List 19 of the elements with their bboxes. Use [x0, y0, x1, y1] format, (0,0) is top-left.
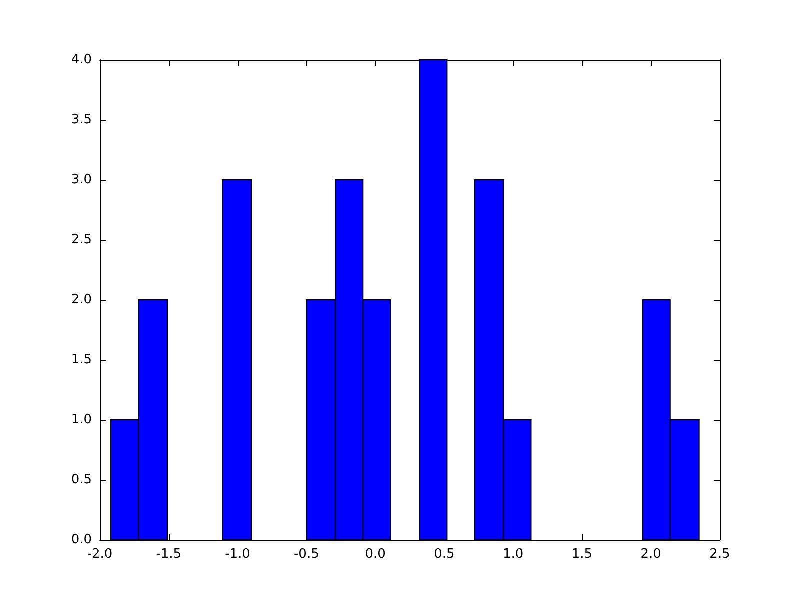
y-tick-label: 4.0: [71, 52, 92, 68]
x-tick-label: -1.0: [225, 547, 250, 562]
y-tick-label: 0.0: [71, 532, 92, 548]
x-tick-label: 1.0: [502, 547, 524, 562]
y-tick-label: 2.5: [71, 232, 92, 248]
x-tick-label: -0.5: [294, 547, 320, 562]
x-tick-label: 0.0: [365, 547, 386, 562]
y-tick-label: 2.0: [71, 292, 92, 308]
x-tick-label: 2.0: [640, 547, 662, 562]
x-tick-label: 2.5: [710, 547, 730, 562]
y-tick-label: 1.5: [71, 352, 92, 368]
x-tick-label: -1.5: [156, 547, 182, 562]
x-tick-label: 0.5: [434, 547, 455, 562]
y-tick-label: 0.5: [71, 472, 92, 488]
x-tick-label: -2.0: [87, 547, 113, 562]
y-tick-label: 3.5: [71, 112, 92, 128]
y-tick-label: 1.0: [71, 412, 92, 428]
x-tick-label: 1.5: [572, 547, 593, 562]
y-tick-label: 3.0: [71, 172, 92, 188]
